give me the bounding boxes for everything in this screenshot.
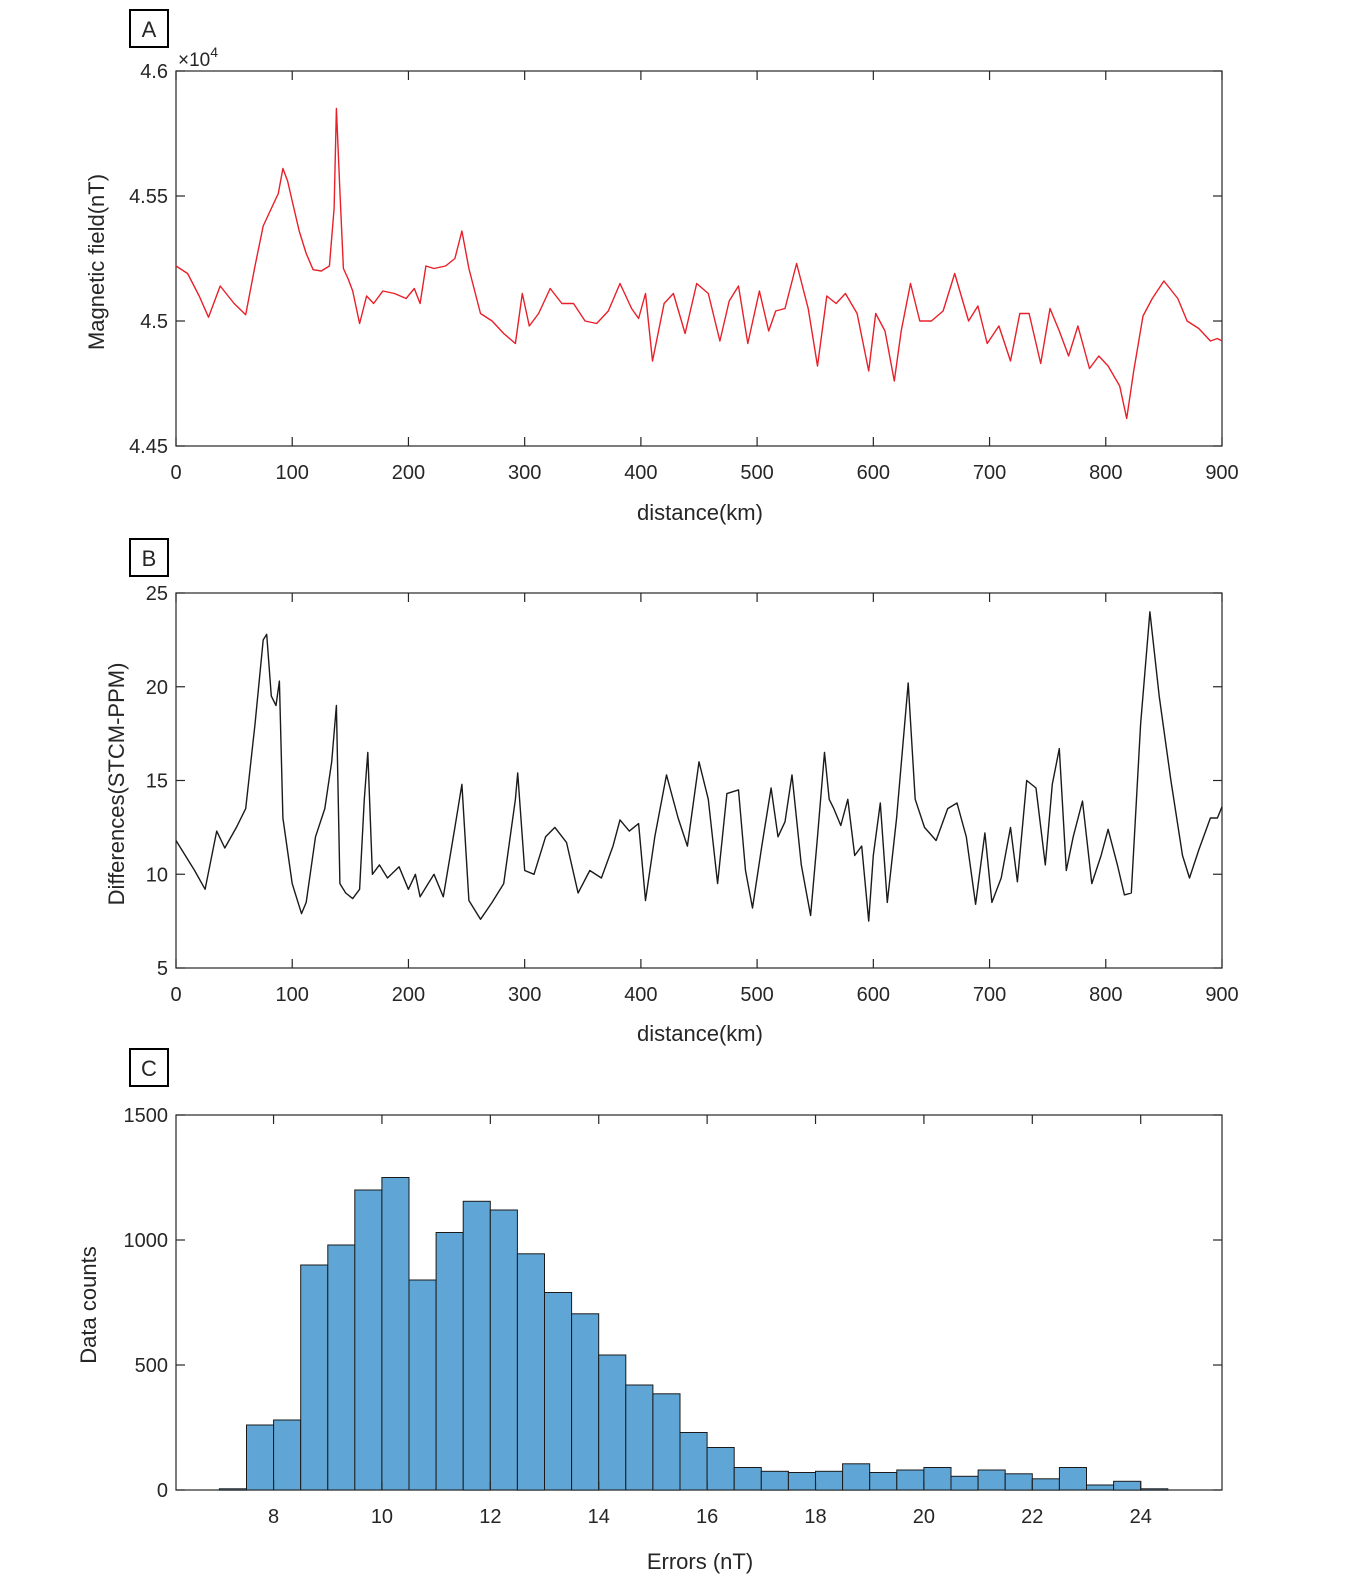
panel-c: C 8 10 12 14 16 18 20 22 24 0 500 1000 1500 Errors (… xyxy=(76,1048,1223,1574)
histogram-bar xyxy=(598,1354,627,1491)
histogram-bar xyxy=(218,1488,247,1491)
y-tick-label: 500 xyxy=(135,1355,168,1377)
x-tick-label: 100 xyxy=(276,984,309,1006)
histogram-bar xyxy=(1113,1480,1142,1491)
x-tick-label: 600 xyxy=(857,462,890,484)
x-tick-label: 800 xyxy=(1089,462,1122,484)
x-tick-label: 400 xyxy=(624,984,657,1006)
x-tick-label: 20 xyxy=(913,1506,935,1528)
histogram-bar xyxy=(1086,1484,1115,1491)
x-tick-label: 12 xyxy=(479,1506,501,1528)
histogram-bar xyxy=(273,1419,302,1491)
panel-a-x-axis-label: distance(km) xyxy=(637,500,763,525)
panel-a-y-axis-label: Magnetic field(nT) xyxy=(84,174,109,350)
y-tick-label: 0 xyxy=(157,1480,168,1502)
x-tick-label: 14 xyxy=(588,1506,610,1528)
y-tick-label: 1500 xyxy=(124,1105,169,1127)
histogram-bar xyxy=(977,1469,1006,1491)
x-tick-label: 18 xyxy=(804,1506,826,1528)
histogram-bar xyxy=(679,1432,708,1491)
panel-a-data-line xyxy=(175,107,1223,420)
panel-b-label-box xyxy=(129,538,169,577)
histogram-bar xyxy=(923,1467,952,1491)
y-tick-label: 4.55 xyxy=(129,186,168,208)
x-tick-label: 24 xyxy=(1130,1506,1152,1528)
histogram-bar xyxy=(896,1469,925,1491)
histogram-bar xyxy=(435,1232,464,1491)
x-tick-label: 300 xyxy=(508,984,541,1006)
x-tick-label: 500 xyxy=(740,984,773,1006)
histogram-bar xyxy=(327,1244,356,1491)
histogram-bar xyxy=(246,1424,275,1491)
histogram-bar xyxy=(544,1292,573,1491)
panel-a: A ×104 0 100 200 300 400 500 600 700 800 900 4.45 4… xyxy=(84,9,1239,525)
histogram-bar xyxy=(842,1463,871,1491)
x-tick-label: 200 xyxy=(392,984,425,1006)
histogram-bar xyxy=(408,1279,437,1491)
panel-c-x-axis-label: Errors (nT) xyxy=(647,1549,753,1574)
x-tick-label: 900 xyxy=(1205,984,1238,1006)
histogram-bar xyxy=(381,1177,410,1491)
x-tick-label: 500 xyxy=(740,462,773,484)
x-tick-label: 700 xyxy=(973,984,1006,1006)
x-tick-label: 8 xyxy=(268,1506,279,1528)
histogram-bar xyxy=(1031,1478,1060,1491)
histogram-bar xyxy=(625,1384,654,1491)
x-tick-label: 300 xyxy=(508,462,541,484)
panel-b: B 0 100 200 300 400 500 600 700 800 900510152025 … xyxy=(104,538,1239,1046)
x-tick-label: 100 xyxy=(276,462,309,484)
y-tick-label: 4.6 xyxy=(140,61,168,83)
x-tick-label: 400 xyxy=(624,462,657,484)
histogram-bar xyxy=(950,1475,979,1491)
histogram-bar xyxy=(869,1472,898,1491)
y-tick-label: 15 xyxy=(146,771,168,793)
histogram-bar xyxy=(815,1470,844,1491)
y-tick-label: 20 xyxy=(146,677,168,699)
x-tick-label: 900 xyxy=(1205,462,1238,484)
histogram-bar xyxy=(1058,1467,1088,1491)
x-tick-label: 200 xyxy=(392,462,425,484)
histogram-bar xyxy=(300,1264,329,1491)
x-tick-label: 0 xyxy=(170,984,181,1006)
x-tick-label: 700 xyxy=(973,462,1006,484)
x-tick-label: 0 xyxy=(170,462,181,484)
histogram-bar xyxy=(571,1313,600,1491)
panel-b-axes-frame xyxy=(175,592,1223,969)
histogram-bar xyxy=(354,1189,383,1491)
panel-c-label: C xyxy=(141,1056,157,1081)
histogram-bar xyxy=(1004,1473,1033,1491)
panel-b-label: B xyxy=(142,546,157,571)
panel-b-x-axis-label: distance(km) xyxy=(637,1021,763,1046)
y-tick-label: 5 xyxy=(157,958,168,980)
histogram-bar xyxy=(787,1472,817,1491)
histogram-bar xyxy=(706,1447,735,1491)
panel-a-y-exponent: ×104 xyxy=(178,44,218,71)
panel-a-axes-frame xyxy=(175,70,1223,447)
histogram-bar xyxy=(760,1470,789,1491)
histogram-bar xyxy=(1140,1488,1169,1491)
histogram-bar xyxy=(733,1467,762,1491)
histogram-bar xyxy=(462,1200,491,1491)
histogram-bar xyxy=(489,1209,518,1491)
histogram-bar xyxy=(652,1393,681,1491)
x-tick-label: 800 xyxy=(1089,984,1122,1006)
y-tick-label: 4.5 xyxy=(140,311,168,333)
panel-a-label-box xyxy=(129,9,169,48)
x-tick-label: 10 xyxy=(371,1506,393,1528)
panel-b-data-line xyxy=(175,611,1223,922)
panel-b-y-axis-label: Differences(STCM-PPM) xyxy=(104,663,129,906)
histogram-bar xyxy=(516,1253,546,1491)
y-tick-label: 1000 xyxy=(124,1230,169,1252)
panel-a-label: A xyxy=(142,17,157,42)
x-tick-label: 600 xyxy=(857,984,890,1006)
x-tick-label: 22 xyxy=(1021,1506,1043,1528)
y-tick-label: 10 xyxy=(146,864,168,886)
panel-c-y-axis-label: Data counts xyxy=(76,1246,101,1363)
x-tick-label: 16 xyxy=(696,1506,718,1528)
y-tick-label: 25 xyxy=(146,583,168,605)
panel-c-label-box xyxy=(129,1048,169,1087)
y-tick-label: 4.45 xyxy=(129,436,168,458)
